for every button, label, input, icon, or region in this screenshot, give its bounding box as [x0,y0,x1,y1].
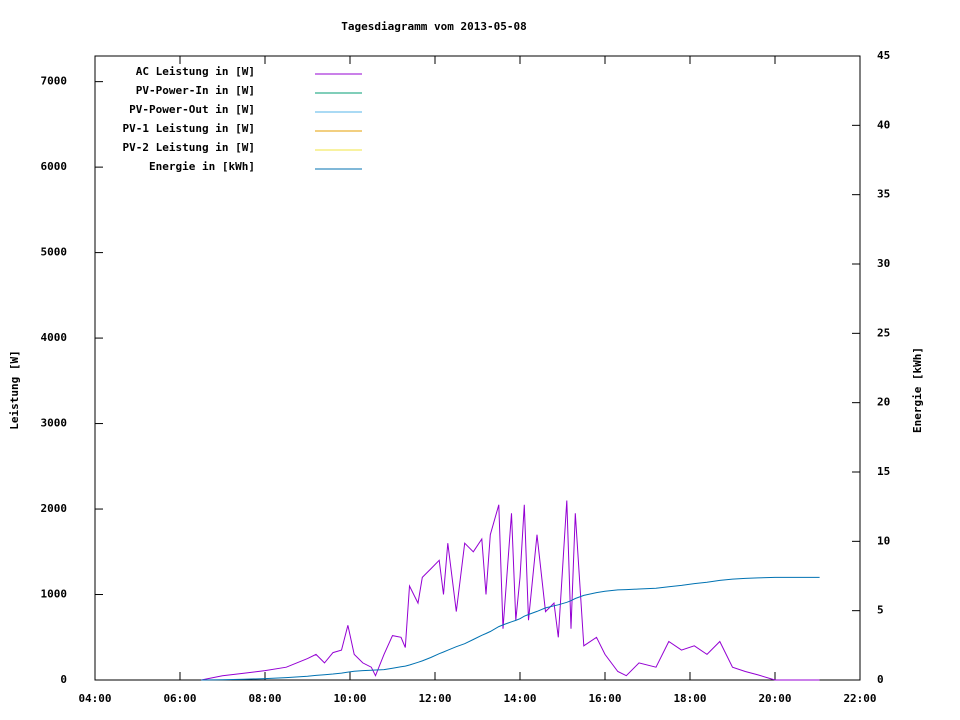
legend-label: PV-Power-Out in [W] [129,103,255,116]
y2-tick-label: 30 [877,257,890,270]
legend-label: AC Leistung in [W] [136,65,255,78]
y2-tick-label: 15 [877,465,890,478]
y-tick-label: 0 [60,673,67,686]
y-tick-label: 3000 [41,417,68,430]
x-tick-label: 16:00 [588,692,621,705]
legend-label: Energie in [kWh] [149,160,255,173]
y2-tick-label: 10 [877,534,890,547]
x-tick-label: 20:00 [758,692,791,705]
x-tick-label: 04:00 [78,692,111,705]
y-tick-label: 7000 [41,75,68,88]
data-line [201,576,820,681]
data-line [201,500,820,681]
legend-label: PV-2 Leistung in [W] [123,141,255,154]
y2-tick-label: 20 [877,396,890,409]
y2-axis-label: Energie [kWh] [911,347,924,433]
x-tick-label: 12:00 [418,692,451,705]
y-axis-label: Leistung [W] [8,350,21,429]
x-tick-label: 22:00 [843,692,876,705]
y2-tick-label: 35 [877,188,890,201]
legend-label: PV-Power-In in [W] [136,84,255,97]
y2-tick-label: 45 [877,49,890,62]
chart-title: Tagesdiagramm vom 2013-05-08 [341,20,526,33]
y2-tick-label: 40 [877,118,890,131]
y-tick-label: 6000 [41,160,68,173]
x-tick-label: 06:00 [163,692,196,705]
y-tick-label: 4000 [41,331,68,344]
plot-frame [94,55,861,681]
y2-tick-label: 5 [877,604,884,617]
x-tick-label: 18:00 [673,692,706,705]
y2-tick-label: 0 [877,673,884,686]
y-tick-label: 2000 [41,502,68,515]
legend-label: PV-1 Leistung in [W] [123,122,255,135]
y2-tick-label: 25 [877,326,890,339]
x-tick-label: 10:00 [333,692,366,705]
x-tick-label: 08:00 [248,692,281,705]
y-tick-label: 5000 [41,246,68,259]
y-tick-label: 1000 [41,588,68,601]
x-tick-label: 14:00 [503,692,536,705]
